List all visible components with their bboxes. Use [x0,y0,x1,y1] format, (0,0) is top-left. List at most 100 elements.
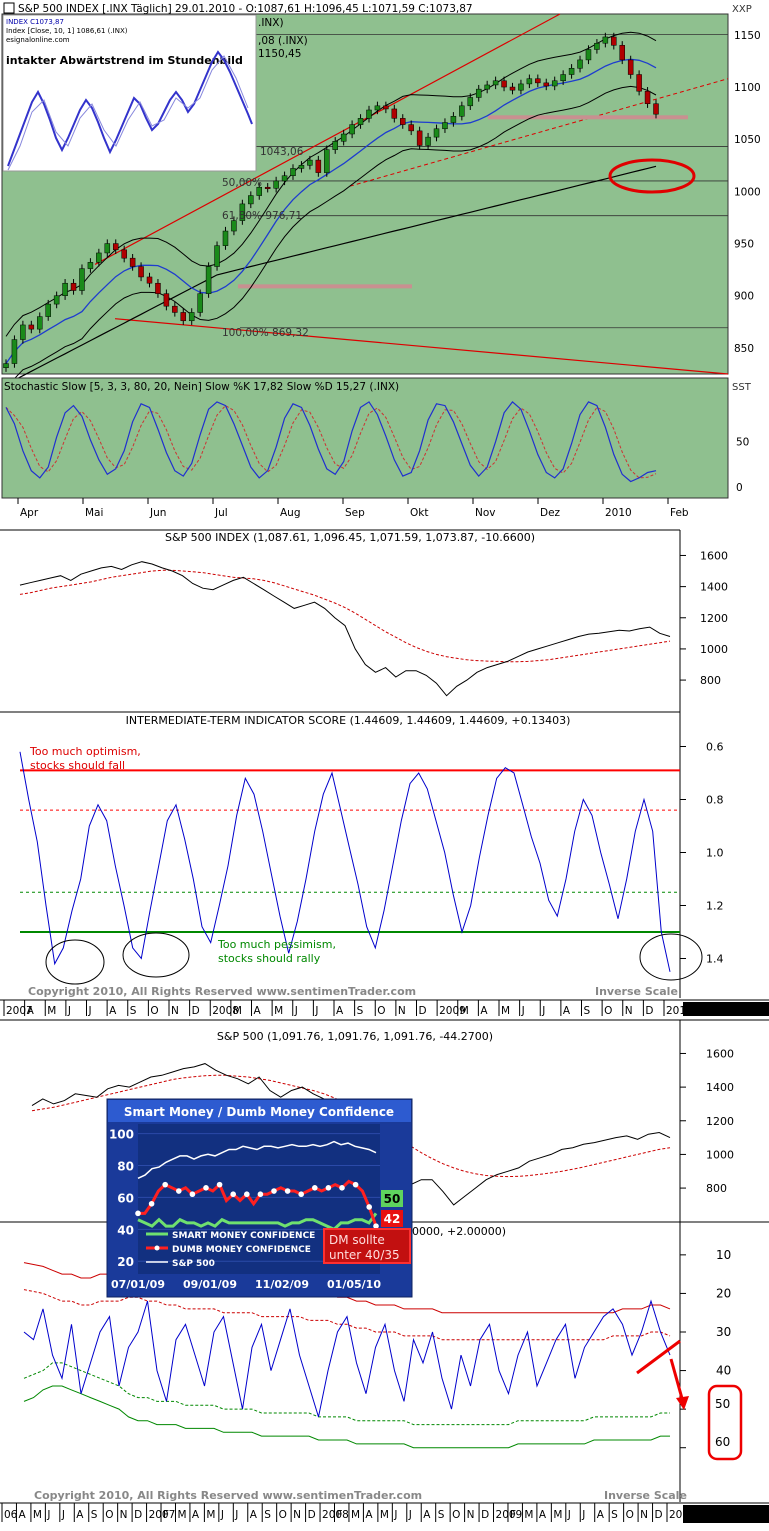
sp500-y-tick-800: 800 [700,674,721,687]
candle-body [636,74,642,92]
inset-dumb-marker [298,1191,305,1198]
dumb-x-tick-label: A [250,1509,258,1521]
inset-y-tick-100: 100 [109,1128,134,1142]
inset-dumb-marker [257,1191,264,1198]
candle-body [264,186,271,189]
candle-body [611,36,617,46]
indicator-y-tick-1.2: 1.2 [706,900,724,913]
dumb-money-inverse-scale: Inverse Scale [604,1489,687,1502]
indicator-x-tick-label: N [171,1005,179,1017]
stochastic-panel: Stochastic Slow [5, 3, 3, 80, 20, Nein] … [1,377,752,499]
candle-body [20,324,26,340]
candle-body [383,105,389,110]
price-y-tick-900: 900 [734,291,754,303]
stoch-title: Stochastic Slow [5, 3, 3, 80, 20, Nein] … [4,381,399,393]
inset-x-tick-label: 01/05/10 [327,1278,381,1291]
candle-body [585,49,592,61]
legend-smart: SMART MONEY CONFIDENCE [172,1231,315,1241]
indicator-x-tick-label: J [294,1005,298,1017]
indicator-x-tick-label: D [192,1005,200,1017]
highlight-value-50: 50 [715,1397,730,1411]
highlight-box [707,1384,743,1461]
x-tick-label-Apr: Apr [20,507,39,519]
inset-sp500-line [137,1140,377,1179]
down-arrow-annotation [669,1358,685,1403]
dumb-badge-value: 42 [384,1212,401,1226]
indicator-x-tick-label: M [274,1005,283,1017]
indicator-x-tick-label: O [377,1005,385,1017]
sp500-moving-average [19,569,671,663]
dumb-x-tick-label: A [76,1509,84,1521]
hourly-inset: INDEX C1073,87 Index [Close, 10, 1] 1086… [2,14,257,172]
indicator-x-tick-label: M [233,1005,242,1017]
indicator-copyright: Copyright 2010, All Rights Reserved www.… [28,985,416,998]
indicator-x-tick-label: O [604,1005,612,1017]
inset-dumb-marker [366,1204,373,1210]
indicator-x-tick-label: D [645,1005,653,1017]
dumb-lower-band-dashed [23,1362,670,1426]
sp500-second-y-tick-1000: 1000 [706,1148,734,1161]
inset-title-bar [108,1100,411,1122]
fib-label-1150: 1150,45 [258,48,301,60]
indicator-x-tick-label: A [254,1005,262,1017]
indicator-y-tick-0.6: 0.6 [706,741,724,754]
candle-body [138,266,144,278]
sp500-y-tick-1600: 1600 [700,549,728,562]
stoch-y-tick-50: 50 [736,437,749,449]
price-y-tick-1150: 1150 [734,30,761,42]
sp500-y-tick-1200: 1200 [700,612,728,625]
indicator-x-tick-label: S [357,1005,364,1017]
low-circle-1 [45,939,105,985]
mid-trend-line [349,78,729,187]
candle-body [366,109,372,119]
stoch-slow-k-line [5,401,657,483]
inset-y-tick-20: 20 [117,1255,134,1269]
sp500-second-y-tick-1400: 1400 [706,1081,734,1094]
inset-dumb-marker [325,1185,332,1191]
candle-body [324,149,330,173]
candle-body [602,36,609,44]
bollinger-upper [5,31,657,337]
dumb-x-tick-label: 2007 [149,1509,176,1521]
dumb-x-tick-label: J [46,1509,50,1521]
indicator-y-tick-0.8: 0.8 [706,794,724,807]
candle-body [129,257,136,267]
indicator-x-tick-label: J [314,1005,318,1017]
dumb-x-tick-label: S [264,1509,271,1521]
candle-body [518,83,524,91]
inset-note: intakter Abwärtstrend im Stundenbild [6,54,243,67]
inset-y-tick-80: 80 [117,1159,134,1173]
dumb-x-tick-label: M [380,1509,389,1521]
candle-body [11,339,18,364]
dumb-money-line [23,1299,671,1418]
dumb-x-tick-label: J [220,1509,224,1521]
inset-line-1: INDEX C1073,87 [6,18,64,26]
candle-body [70,282,77,291]
candle-body [298,165,305,169]
indicator-inverse-scale: Inverse Scale [595,985,678,998]
inset-legend: SMART MONEY CONFIDENCE DUMB MONEY CONFID… [146,1231,315,1269]
candle-body [155,282,161,294]
inset-y-tick-60: 60 [117,1191,134,1205]
price-y-tick-1100: 1100 [734,82,761,94]
dumb-x-tick-label: N [293,1509,301,1521]
indicator-x-tick-label: A [27,1005,35,1017]
dumb-x-tick-label: S [91,1509,98,1521]
dumb-x-tick-label: S [438,1509,445,1521]
sp500-price-line [19,561,671,697]
candle-body [644,90,651,104]
stoch-symbol-tag: SST [732,382,752,393]
candle-body [307,159,313,166]
dumb-x-tick-label: O [105,1509,113,1521]
inset-dumb-marker [312,1185,318,1191]
indicator-x-tick-label: 2008 [212,1005,239,1017]
indicator-x-tick-label: N [398,1005,406,1017]
candle-body [231,220,237,232]
bollinger-lower [5,85,657,391]
dumb-x-tick-label: A [597,1509,605,1521]
dumb-x-tick-label: A [18,1509,26,1521]
candle-body [45,303,51,317]
low-circle-2 [122,932,190,978]
candle-body [442,122,448,130]
